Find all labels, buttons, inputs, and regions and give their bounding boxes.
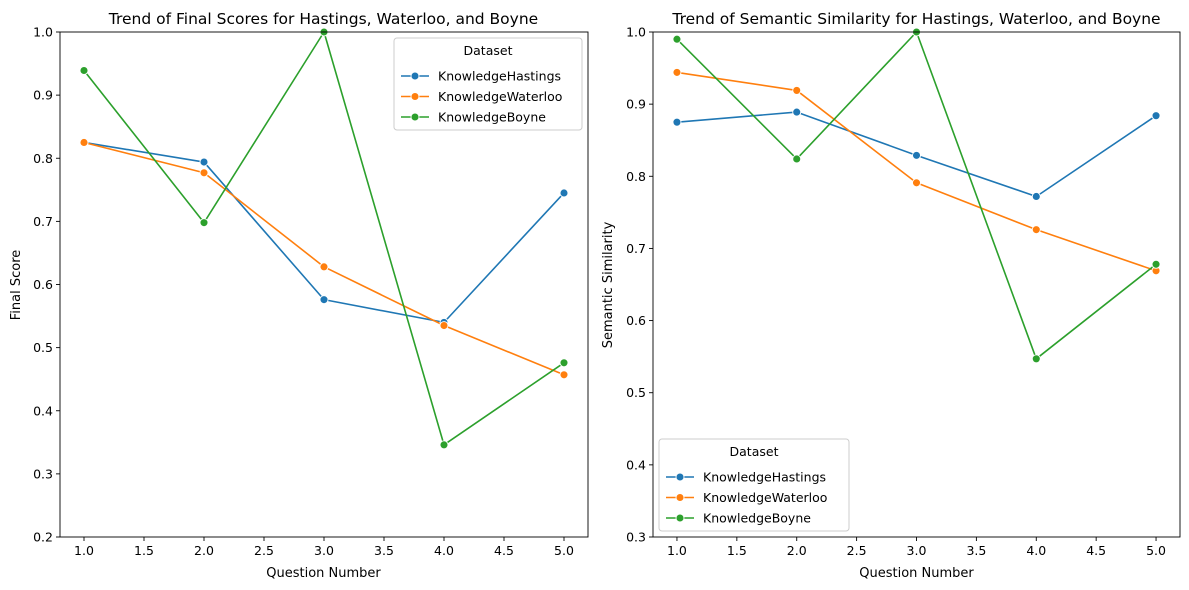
y-axis-label: Semantic Similarity xyxy=(601,221,616,348)
y-tick-label: 0.8 xyxy=(626,169,646,184)
data-point xyxy=(199,157,209,167)
legend-title: Dataset xyxy=(730,444,779,459)
data-point xyxy=(1031,354,1041,364)
data-point xyxy=(79,138,89,147)
y-tick-label: 0.4 xyxy=(33,403,53,418)
y-tick-label: 0.5 xyxy=(626,385,646,400)
x-tick-label: 1.5 xyxy=(134,543,154,558)
data-point xyxy=(439,440,449,450)
data-point xyxy=(439,321,449,330)
legend-marker xyxy=(675,493,685,502)
x-tick-label: 4.0 xyxy=(1026,543,1046,558)
legend-label: KnowledgeWaterloo xyxy=(438,89,562,104)
x-tick-label: 2.0 xyxy=(194,543,214,558)
data-point xyxy=(559,370,569,380)
data-point xyxy=(792,107,802,117)
data-point xyxy=(559,358,569,368)
plot-area: 1.0 1.5 2.0 2.5 3.0 3.5 4.0 4.5 5.0 0.2 0.3 0.4 0.5 0… xyxy=(33,25,589,558)
legend-title: Dataset xyxy=(464,43,513,58)
x-tick-label: 3.0 xyxy=(314,543,334,558)
legend-marker xyxy=(410,112,420,122)
chart-title: Trend of Semantic Similarity for Hasting… xyxy=(671,10,1160,28)
x-tick-label: 3.0 xyxy=(907,543,927,558)
x-tick-label: 4.5 xyxy=(494,543,514,558)
y-tick-label: 1.0 xyxy=(626,25,646,40)
data-point xyxy=(199,168,209,178)
semantic-similarity-chart: Trend of Semantic Similarity for Hasting… xyxy=(601,10,1181,581)
data-point xyxy=(792,85,802,95)
series-line xyxy=(676,31,1157,360)
legend-marker xyxy=(675,513,685,523)
x-tick-label: 2.5 xyxy=(254,543,274,558)
y-tick-label: 1.0 xyxy=(33,25,53,40)
legend: Dataset KnowledgeHastings KnowledgeWaterlo… xyxy=(658,438,850,532)
y-tick-label: 0.5 xyxy=(33,340,53,355)
final-score-chart: Trend of Final Scores for Hastings, Wate… xyxy=(9,10,589,581)
data-point xyxy=(1151,111,1161,121)
legend-label: KnowledgeHastings xyxy=(703,470,826,485)
x-tick-label: 1.0 xyxy=(667,543,687,558)
x-tick-label: 3.5 xyxy=(966,543,986,558)
data-point xyxy=(79,66,89,75)
data-point xyxy=(912,150,921,160)
data-point xyxy=(319,295,329,305)
y-tick-label: 0.9 xyxy=(626,97,646,112)
x-tick-label: 2.0 xyxy=(787,543,807,558)
y-tick-label: 0.6 xyxy=(33,277,53,292)
legend-label: KnowledgeHastings xyxy=(438,69,561,84)
y-tick-label: 0.9 xyxy=(33,88,53,103)
x-tick-label: 5.0 xyxy=(1146,543,1166,558)
legend-marker xyxy=(410,71,420,81)
y-tick-label: 0.6 xyxy=(626,313,646,328)
y-tick-label: 0.3 xyxy=(626,530,646,545)
x-tick-label: 1.5 xyxy=(727,543,747,558)
data-point xyxy=(792,154,802,164)
data-point xyxy=(1151,259,1161,269)
legend-box xyxy=(393,37,583,131)
data-point xyxy=(1031,192,1041,201)
y-tick-label: 0.3 xyxy=(33,466,53,481)
data-point xyxy=(1031,225,1041,235)
legend: Dataset KnowledgeHastings KnowledgeWaterlo… xyxy=(393,37,583,131)
y-tick-label: 0.4 xyxy=(626,457,646,472)
y-tick-label: 0.7 xyxy=(33,214,53,229)
legend-label: KnowledgeBoyne xyxy=(703,511,811,526)
legend-marker xyxy=(410,92,420,101)
data-point xyxy=(199,218,209,228)
y-axis-label: Final Score xyxy=(9,250,24,321)
legend-label: KnowledgeWaterloo xyxy=(703,490,827,505)
data-point xyxy=(912,178,921,188)
data-point xyxy=(319,262,329,272)
plot-area: 1.0 1.5 2.0 2.5 3.0 3.5 4.0 4.5 5.0 0.3 0.4 0.5 0.6 0… xyxy=(626,25,1181,558)
y-tick-label: 0.7 xyxy=(626,241,646,256)
x-tick-label: 5.0 xyxy=(554,543,574,558)
legend-marker xyxy=(675,472,685,482)
series-line xyxy=(676,71,1157,272)
legend-box xyxy=(658,438,850,532)
x-tick-label: 4.5 xyxy=(1086,543,1106,558)
x-axis-label: Question Number xyxy=(859,566,974,581)
x-tick-label: 3.5 xyxy=(374,543,394,558)
data-point xyxy=(672,117,682,127)
x-tick-label: 4.0 xyxy=(434,543,454,558)
data-point xyxy=(559,188,569,198)
y-tick-label: 0.8 xyxy=(33,151,53,166)
y-tick-label: 0.2 xyxy=(33,530,53,545)
x-tick-label: 2.5 xyxy=(847,543,867,558)
data-point xyxy=(672,67,682,77)
legend-label: KnowledgeBoyne xyxy=(438,110,546,125)
data-point xyxy=(672,34,682,44)
chart-title: Trend of Final Scores for Hastings, Wate… xyxy=(108,10,538,28)
x-axis-label: Question Number xyxy=(266,566,381,581)
series-line xyxy=(83,141,565,376)
x-tick-label: 1.0 xyxy=(74,543,94,558)
